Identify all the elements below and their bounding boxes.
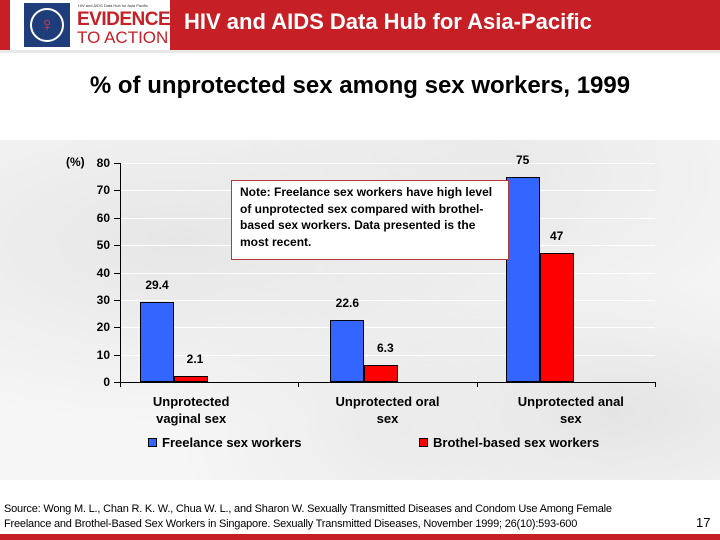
x-tick (120, 382, 121, 387)
legend-label: Brothel-based sex workers (433, 435, 600, 450)
logo-tagline: HIV and AIDS Data Hub for Asia Pacific (78, 3, 149, 8)
bar-freelance (505, 176, 540, 382)
y-tick-label: 70 (96, 183, 110, 198)
data-label: 22.6 (335, 296, 359, 311)
y-tick (114, 190, 120, 192)
legend-label: Freelance sex workers (162, 435, 302, 450)
slide-title: % of unprotected sex among sex workers, … (89, 72, 631, 99)
y-tick (114, 245, 120, 247)
footer-bar (0, 534, 720, 540)
x-axis (120, 382, 655, 383)
legend-swatch-blue (148, 438, 157, 447)
y-tick-label: 40 (96, 265, 110, 280)
data-label: 6.3 (376, 340, 394, 355)
legend-swatch-red (419, 438, 428, 447)
gridline (120, 272, 655, 274)
y-tick (114, 163, 120, 164)
data-label: 29.4 (145, 277, 169, 292)
source-line-1: Source: Wong M. L., Chan R. K. W., Chua … (4, 503, 612, 515)
evidence-to-action-logo: ♀ HIV and AIDS Data Hub for Asia Pacific… (10, 0, 171, 50)
logo-evidence: EVIDENCE (77, 9, 171, 30)
x-tick (298, 382, 300, 387)
legend-brothel: Brothel-based sex workers (419, 435, 599, 450)
data-label: 75 (515, 152, 530, 167)
y-tick-label: 10 (96, 347, 110, 362)
y-tick (114, 327, 120, 329)
source-citation: Source: Wong M. L., Chan R. K. W., Chua … (4, 502, 694, 532)
y-tick (114, 382, 120, 383)
bar-brothel (174, 376, 208, 382)
x-tick (476, 382, 478, 387)
y-tick-label: 30 (96, 292, 110, 307)
y-axis-unit: (%) (66, 155, 85, 169)
logo-to-action: TO ACTION (77, 28, 169, 47)
page-number: 17 (696, 515, 711, 530)
bar-brothel (364, 364, 399, 382)
y-tick (114, 272, 120, 274)
bar-brothel (539, 253, 574, 382)
data-label: 2.1 (186, 352, 204, 367)
y-tick (114, 299, 120, 301)
source-line-2: Freelance and Brothel-Based Sex Workers … (4, 518, 578, 530)
y-tick (114, 354, 120, 356)
y-tick-label: 0 (103, 375, 110, 389)
data-label: 47 (549, 229, 564, 244)
y-tick-label: 50 (96, 238, 110, 253)
category-label: Unprotected vaginal sex (152, 394, 230, 426)
y-axis (120, 163, 121, 383)
header-divider (0, 50, 720, 53)
gridline (120, 163, 655, 164)
un-ribbon-emblem-icon: ♀ (24, 3, 70, 47)
gridline (120, 299, 655, 301)
chart-note: Note: Freelance sex workers have high le… (231, 180, 509, 260)
x-tick (655, 382, 656, 387)
gridline (120, 354, 655, 356)
bar-freelance (140, 301, 174, 382)
y-tick-label: 60 (96, 210, 110, 225)
y-tick (114, 217, 120, 219)
y-tick-label: 20 (96, 320, 110, 335)
bar-freelance (330, 320, 365, 382)
y-tick-label: 80 (96, 156, 110, 170)
gridline (120, 327, 655, 329)
header-banner: ♀ HIV and AIDS Data Hub for Asia Pacific… (0, 0, 720, 50)
header-title: HIV and AIDS Data Hub for Asia-Pacific (184, 9, 592, 34)
category-label: Unprotected oral sex (335, 394, 440, 426)
legend-freelance: Freelance sex workers (148, 435, 301, 450)
category-label: Unprotected anal sex (517, 394, 624, 426)
